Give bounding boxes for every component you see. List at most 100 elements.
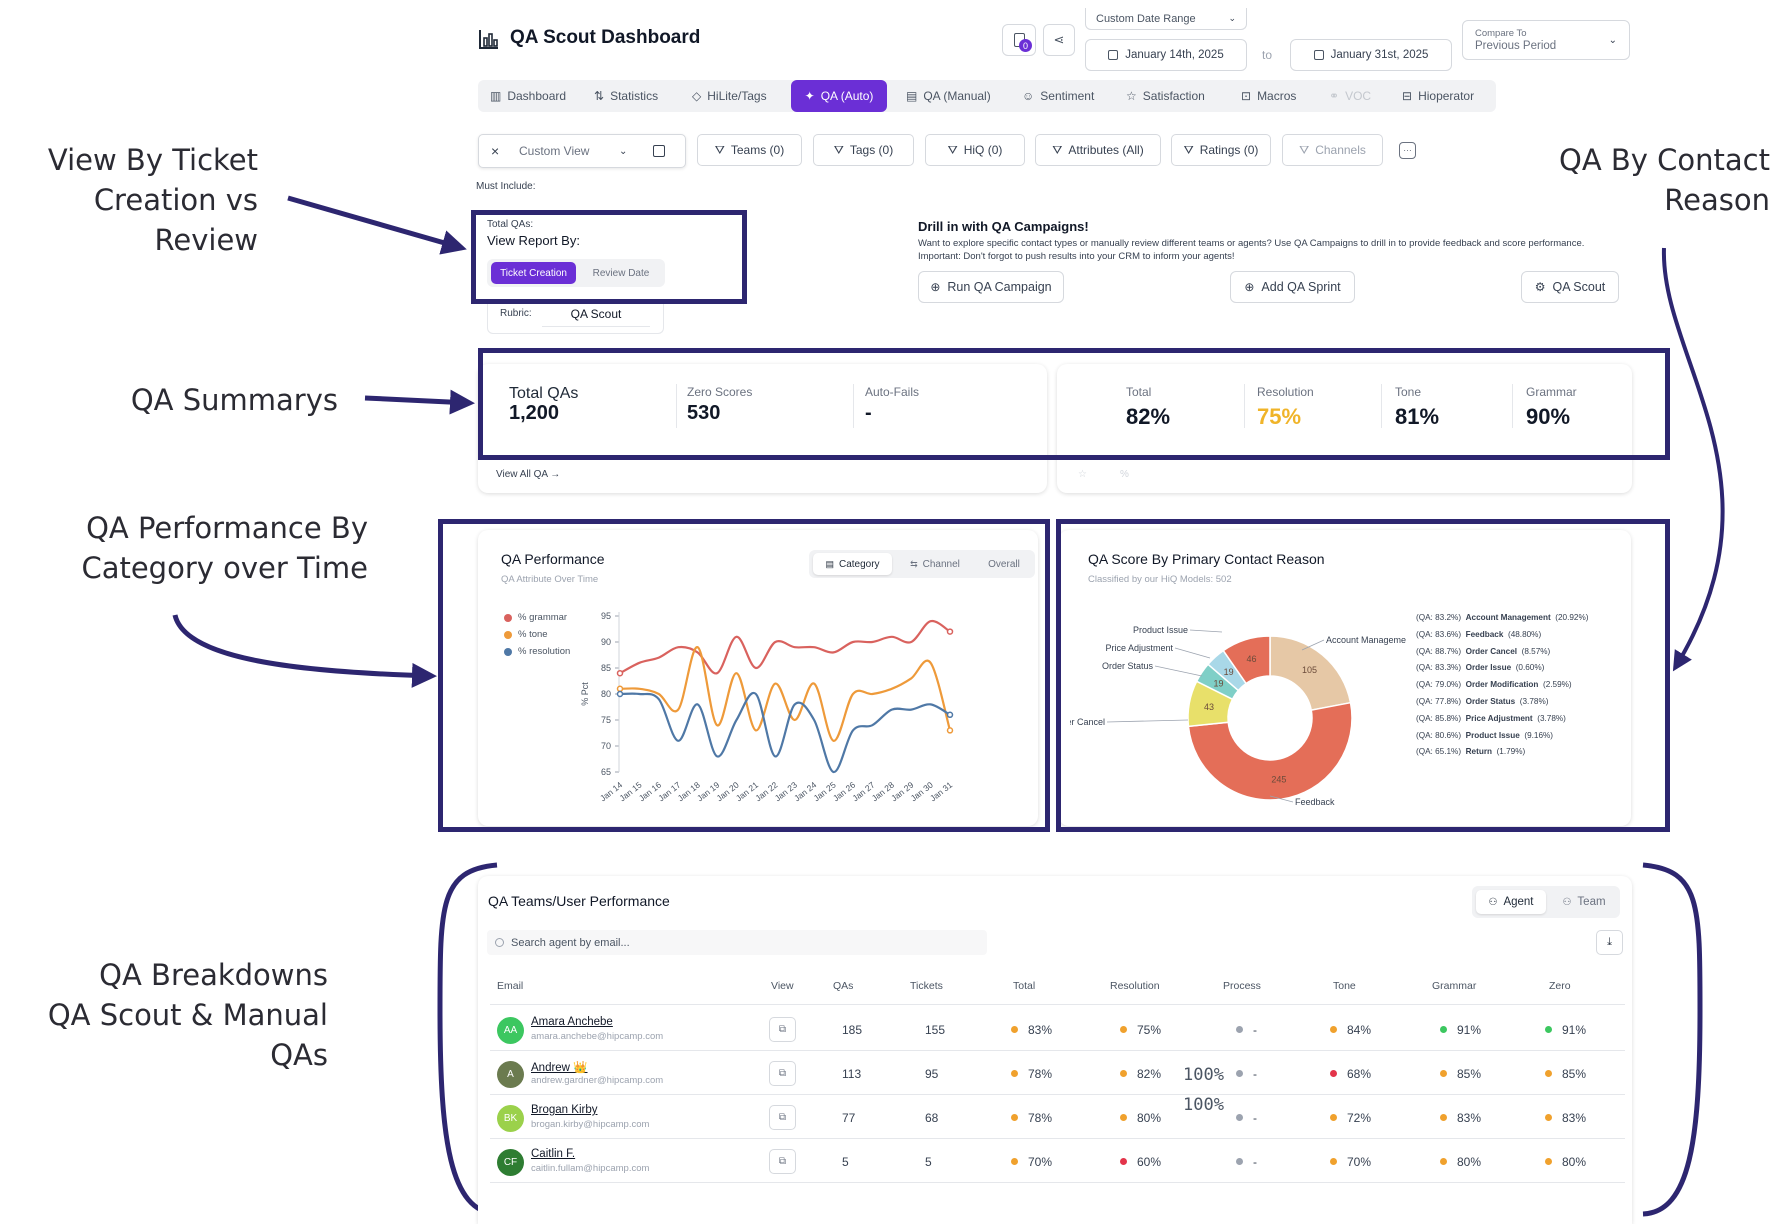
resolution-score-label: Resolution [1257,385,1314,399]
tab-hioperator[interactable]: ⊟ Hioperator [1402,89,1475,103]
series-line-2 [619,691,951,774]
header-qas: QAs [833,980,854,992]
tag-icon: ◇ [692,89,702,103]
legend-swatch [504,647,512,656]
agent-email: amara.anchebe@hipcamp.com [531,1031,664,1042]
legend-tone: % tone [504,629,548,640]
total-cell: 70% [1011,1155,1052,1169]
view-agent-button[interactable]: ⧉ [769,1105,796,1130]
download-button[interactable]: ⤓ [1596,930,1623,955]
status-dot [1120,1114,1127,1121]
tab-category[interactable]: ▤ Category [813,553,892,575]
clear-view-button[interactable]: × [491,143,500,159]
header-tickets: Tickets [910,980,943,992]
tab-qa-auto[interactable]: ✦ QA (Auto) [791,80,887,112]
process-cell: - [1236,1067,1257,1081]
agent-name-link[interactable]: Andrew 👑 [531,1062,588,1074]
tab-sentiment[interactable]: ☺ Sentiment [1022,89,1095,103]
contact-title: QA Score By Primary Contact Reason [1088,551,1325,567]
arrow-view-by [287,195,467,255]
donut-slice [1222,635,1271,685]
hiq-filter[interactable]: ⛛ HiQ (0) [925,134,1025,166]
series-point [946,628,954,635]
tab-hilite-tags[interactable]: ◇ HiLite/Tags [692,89,767,103]
view-agent-button[interactable]: ⧉ [769,1061,796,1086]
annotation-breakdowns: QA Breakdowns QA Scout & Manual QAs [47,958,328,1072]
attributes-filter[interactable]: ⛛ Attributes (All) [1035,134,1161,166]
add-qa-sprint-button[interactable]: ⊕ Add QA Sprint [1230,271,1355,303]
channels-filter[interactable]: ⛛ Channels [1282,134,1383,166]
status-dot [1236,1114,1243,1121]
agent-name-link[interactable]: Amara Anchebe [531,1016,613,1028]
view-agent-button[interactable]: ⧉ [769,1149,796,1174]
agent-toggle[interactable]: ⚇ Agent [1476,890,1546,914]
annotation-view-by: View By Ticket Creation vs Review [47,143,258,257]
status-dot [1440,1070,1447,1077]
percent-icon[interactable]: % [1120,469,1129,480]
y-tick: 85 [601,663,619,673]
qa-performance-card [478,530,1038,826]
notifications-button[interactable]: 0 [1002,24,1036,56]
tab-qa-manual[interactable]: ▤ QA (Manual) [906,89,991,103]
date-end-input[interactable]: January 31st, 2025 [1290,39,1452,71]
donut-slice [1187,701,1353,801]
row-divider [490,1050,1625,1051]
status-dot [1236,1158,1243,1165]
rubric-select[interactable]: QA Scout [542,307,650,327]
svg-text:75: 75 [601,715,611,725]
status-dot [1330,1158,1337,1165]
more-options-button[interactable]: … [1399,142,1416,159]
compare-select[interactable]: Compare To Previous Period ⌄ [1462,20,1630,60]
tab-overall[interactable]: Overall [988,558,1020,570]
save-icon[interactable] [653,145,665,157]
header-divider [490,1004,1625,1005]
avatar: A [497,1061,524,1088]
date-start-input[interactable]: January 14th, 2025 [1085,39,1247,71]
agent-name-link[interactable]: Brogan Kirby [531,1104,598,1116]
ticket-creation-toggle[interactable]: Ticket Creation [491,262,576,284]
agent-name-link[interactable]: Caitlin F. [531,1148,576,1160]
ratings-filter[interactable]: ⛛ Ratings (0) [1171,134,1271,166]
tone-cell: 70% [1330,1155,1371,1169]
process-cell: - [1236,1155,1257,1169]
grammar-cell: 80% [1440,1155,1481,1169]
qa-scores-card [1057,364,1632,493]
status-dot [1545,1114,1552,1121]
bracket-right [1642,862,1703,1217]
run-qa-campaign-button[interactable]: ⊕ Run QA Campaign [918,271,1064,303]
y-tick: 95 [601,611,619,621]
tab-satisfaction[interactable]: ☆ Satisfaction [1126,89,1205,103]
tickets-cell: 95 [925,1067,939,1081]
tab-voc[interactable]: ⚭ VOC [1329,89,1372,103]
star-icon[interactable]: ☆ [1078,469,1087,480]
team-toggle[interactable]: ⚇ Team [1562,896,1606,908]
share-button[interactable]: ⋖ [1043,24,1075,56]
custom-view-select[interactable]: × Custom View ⌄ [478,134,686,168]
process-cell: - [1236,1111,1257,1125]
callout-label: Order Status [1102,661,1154,671]
view-all-qa-link[interactable]: View All QA → [496,469,561,480]
total-cell: 83% [1011,1023,1052,1037]
view-agent-button[interactable]: ⧉ [769,1017,796,1042]
teams-filter[interactable]: ⛛ Teams (0) [697,134,802,166]
tone-cell: 72% [1330,1111,1371,1125]
donut-slice [1269,635,1352,712]
qa-scout-button[interactable]: ⚙ QA Scout [1521,271,1619,303]
tab-statistics[interactable]: ⇅ Statistics [594,89,659,103]
total-cell: 78% [1011,1067,1052,1081]
tone-cell: 68% [1330,1067,1371,1081]
review-date-toggle[interactable]: Review Date [592,267,650,279]
agent-email: andrew.gardner@hipcamp.com [531,1075,664,1086]
tags-filter[interactable]: ⛛ Tags (0) [813,134,914,166]
search-agent-field[interactable]: Search agent by email... [487,930,987,955]
overlay-value: 100% [1183,1095,1224,1115]
date-range-select[interactable]: Custom Date Range ⌄ [1085,8,1247,30]
tab-channel[interactable]: ⇆ Channel [910,558,960,570]
tab-macros[interactable]: ⊡ Macros [1241,89,1297,103]
header-email: Email [497,980,524,992]
user-icon: ⚇ [1488,896,1498,908]
svg-text:95: 95 [601,611,611,621]
status-dot [1120,1158,1127,1165]
slice-label: 19 [1224,667,1234,677]
tab-dashboard[interactable]: ▥ Dashboard [490,89,567,103]
